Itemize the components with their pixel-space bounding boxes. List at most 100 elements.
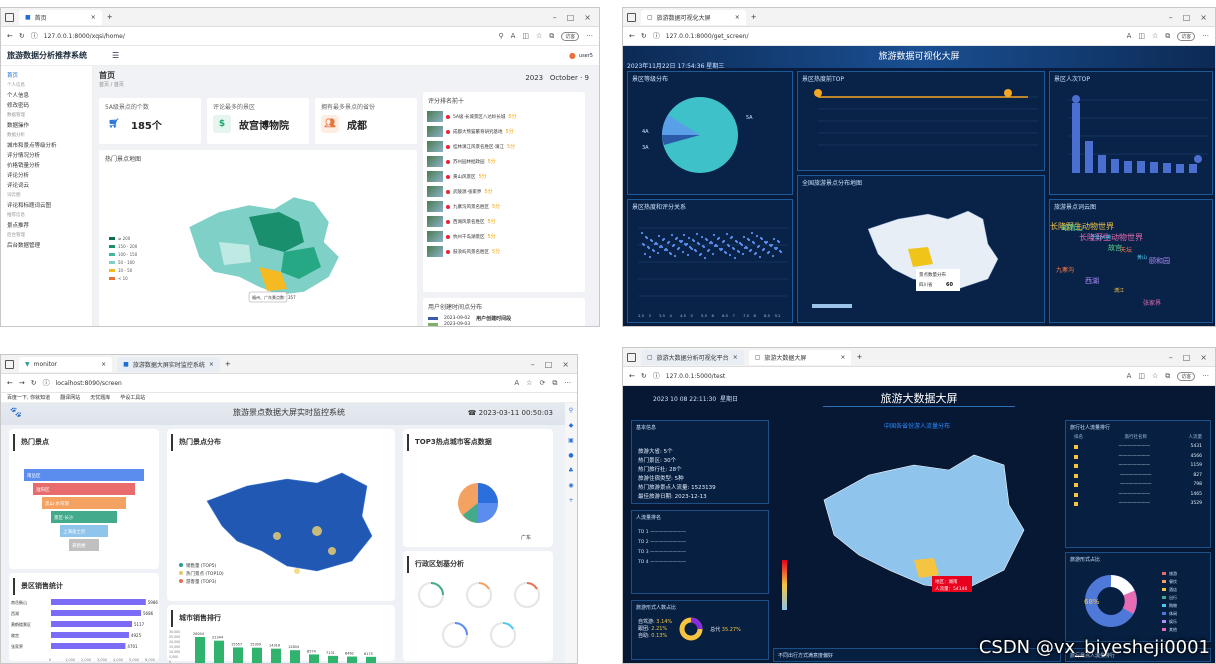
sidebar-item[interactable]: 评论分析 [7,173,30,179]
url-field[interactable]: localhost:8090/screen [55,379,122,387]
tab-screen[interactable]: ▢ 旅游数据可视化大屏 × [641,9,746,25]
close-window-icon[interactable]: × [584,12,591,22]
sidebar-item[interactable]: 首页 [7,73,19,79]
collections-icon[interactable]: ⧉ [1165,31,1171,40]
collections-icon[interactable]: ⧉ [1165,371,1171,380]
people-top-bar-chart[interactable] [1050,85,1212,193]
reload-icon[interactable]: ↻ [30,379,37,387]
reload-icon[interactable]: ↻ [640,32,647,40]
minimize-icon[interactable]: – [1168,12,1173,22]
rank-row[interactable]: 5A级·长城景区八达岭长城 5分 [427,109,581,124]
url-field[interactable]: 127.0.0.1:8000/get_screen/ [665,32,749,40]
window-menu-icon[interactable] [627,12,636,22]
more-icon[interactable]: ··· [586,32,593,40]
sidebar-item[interactable]: 个人信息 [7,93,30,99]
profile-button[interactable]: 访客 [561,31,580,41]
sidebar-item[interactable]: 价格销量分析 [7,163,41,169]
close-tab-icon[interactable]: × [90,13,96,21]
refresh-icon[interactable]: ⟳ [539,379,546,387]
search-icon[interactable]: ⚲ [568,407,574,414]
back-icon[interactable]: ← [629,32,635,40]
menu-toggle-icon[interactable]: ☰ [112,51,120,60]
favorite-icon[interactable]: ☆ [1152,32,1159,40]
close-window-icon[interactable]: × [562,359,569,369]
new-tab-icon[interactable]: + [856,353,863,361]
back-icon[interactable]: ← [629,372,635,380]
user-name[interactable]: user5 [578,52,593,59]
read-aloud-icon[interactable]: A [514,379,520,387]
avatar[interactable]: ● [568,51,576,60]
bookmark[interactable]: 翻译网站 [60,395,81,401]
admin-gauges[interactable] [403,573,553,663]
people-icon[interactable]: ● [568,452,574,459]
bookmark[interactable]: 无忧题库 [90,395,111,401]
url-field[interactable]: 127.0.0.1:5000/test [665,372,726,380]
tab-home[interactable]: ■ 首页 × [19,9,102,25]
maximize-icon[interactable]: □ [544,359,553,369]
heat-score-scatter[interactable]: 2.5 3 3.5 4 4.5 5 5.5 6 6.5 7 7.5 8 8.5 9.2 [628,213,792,321]
more-icon[interactable]: ··· [564,379,571,387]
rank-row[interactable]: 黄山风景区 5分 [427,169,581,184]
rank-row[interactable]: 鼓浪屿风景名胜区 5分 [427,244,581,259]
collections-icon[interactable]: ⧉ [549,31,555,40]
bookmark[interactable]: 毕设工具站 [120,395,146,401]
favorite-icon[interactable]: ☆ [526,379,533,387]
split-icon[interactable]: ◫ [1138,32,1146,40]
rank-row[interactable]: 武陵源·张家界 5分 [427,184,581,199]
tab-screen[interactable]: ■ 旅游数据大屏实时监控系统 × [117,356,220,372]
split-icon[interactable]: ◫ [1138,372,1146,380]
favorite-icon[interactable]: ☆ [1152,372,1159,380]
top3-pie-chart[interactable]: 广东 [403,451,553,549]
close-tab-icon[interactable]: × [734,13,740,21]
grade-pie-chart[interactable]: 5A 4A 3A [628,85,792,193]
sidebar-item[interactable]: 评分情况分析 [7,153,41,159]
bag-icon[interactable]: ▣ [568,437,574,444]
rank-row[interactable]: 桂林漓江风景名胜区·漓江 5分 [427,139,581,154]
china-map[interactable]: 销售量 (TOP5) 热门景点 (TOP10) 游客量 (TOP3) [167,451,395,601]
new-tab-icon[interactable]: + [106,13,113,21]
new-tab-icon[interactable]: + [224,360,231,368]
sidebar-item[interactable]: 数据操作 [7,123,30,129]
sidebar-item[interactable]: 评论词云 [7,183,30,189]
tab-screen[interactable]: ▢ 旅游大数据大屏 × [748,349,852,365]
minimize-icon[interactable]: – [530,359,535,369]
reload-icon[interactable]: ↻ [18,32,25,40]
window-menu-icon[interactable] [5,12,14,22]
search-icon[interactable]: ⚲ [498,32,504,40]
rank-row[interactable]: 杭州千岛湖景区 5分 [427,229,581,244]
minimize-icon[interactable]: – [552,12,557,22]
outlook-icon[interactable]: ◉ [568,482,574,489]
rank-row[interactable]: 九寨沟风景名胜区 5分 [427,199,581,214]
sidebar-item[interactable]: 后台数据管理 [7,243,41,249]
profile-button[interactable]: 访客 [1177,31,1196,41]
maximize-icon[interactable]: □ [1182,12,1191,22]
tab-monitor[interactable]: ▼ monitor × [19,356,113,372]
city-rank-bar-chart[interactable]: 26004 22344 15557 15309 14316 12804 8574 7131 64… [167,627,395,664]
read-aloud-icon[interactable]: A [510,32,516,40]
maximize-icon[interactable]: □ [1182,352,1191,362]
china-map[interactable]: 景点数量分布 四川省 60 [798,189,1044,319]
sidebar-item[interactable]: 评论和标题词云图 [7,203,52,209]
sales-bar-chart[interactable]: 南岳衡山 5986 西湖 5686 黄鹤楼景区 5117 故宫 4925 张家界 4701 0 1,0… [9,595,159,664]
read-aloud-icon[interactable]: A [1126,32,1132,40]
profile-button[interactable]: 访客 [1177,371,1196,381]
close-window-icon[interactable]: × [1200,352,1207,362]
new-tab-icon[interactable]: + [750,13,757,21]
sidebar-item[interactable]: 城市和景点等级分析 [7,143,57,149]
minimize-icon[interactable]: – [1168,352,1173,362]
forward-icon[interactable]: → [18,379,25,387]
favorite-icon[interactable]: ☆ [536,32,543,40]
reload-icon[interactable]: ↻ [640,372,647,380]
window-menu-icon[interactable] [627,352,636,362]
bookmark[interactable]: 百度一下, 你就知道 [7,395,51,401]
collections-icon[interactable]: ⧉ [552,378,558,387]
window-menu-icon[interactable] [5,359,14,369]
pin-icon[interactable]: ◆ [568,422,574,429]
maximize-icon[interactable]: □ [566,12,575,22]
price-top-chart[interactable] [798,85,1044,169]
china-map[interactable]: 地区：湖南 人流量：54146 [774,430,1062,635]
close-tab-icon[interactable]: × [840,353,846,361]
tab-platform[interactable]: ▢ 旅游大数据分析可视化平台 × [641,349,744,365]
china-map[interactable]: 福州、广东景点数：357 ≥ 200 150 - 200 100 - 150 5… [99,167,417,317]
